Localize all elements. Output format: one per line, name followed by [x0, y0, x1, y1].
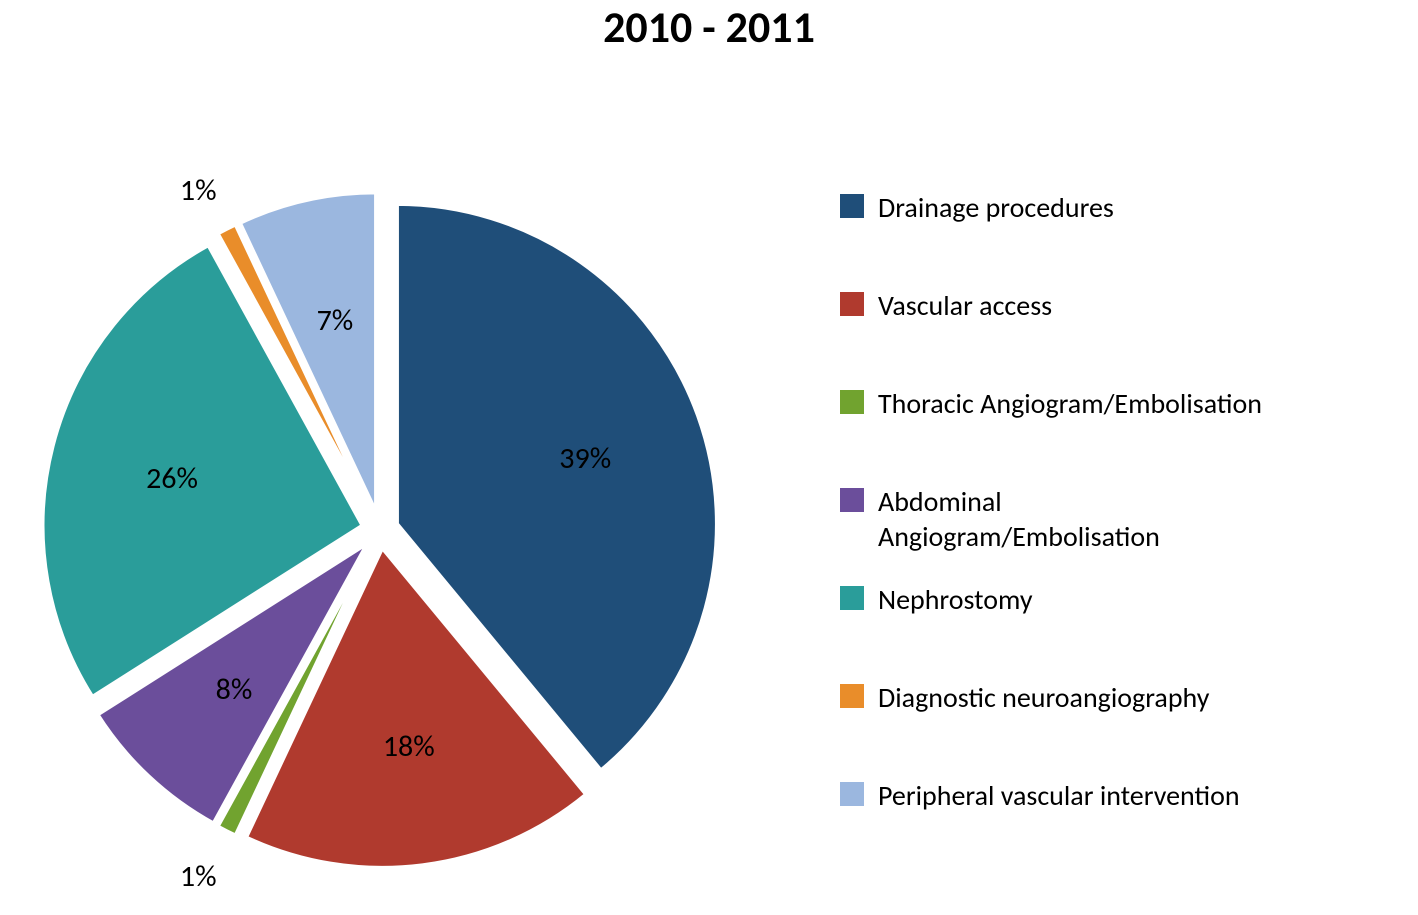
legend-label: Nephrostomy [878, 582, 1033, 617]
legend-swatch [840, 292, 864, 316]
legend-item: Vascular access [840, 288, 1262, 386]
pie-slice-label: 26% [146, 460, 198, 497]
legend-item: Abdominal Angiogram/Embolisation [840, 484, 1262, 582]
chart-root: 2010 - 2011 39%18%1%8%26%1%7% Drainage p… [0, 0, 1418, 915]
legend-swatch [840, 586, 864, 610]
legend: Drainage procedures Vascular access Thorac… [840, 190, 1262, 876]
pie-slice-label: 18% [383, 728, 435, 765]
legend-swatch [840, 782, 864, 806]
legend-item: Drainage procedures [840, 190, 1262, 288]
legend-item: Thoracic Angiogram/Embolisation [840, 386, 1262, 484]
legend-label: Peripheral vascular intervention [878, 778, 1240, 813]
legend-label: Drainage procedures [878, 190, 1114, 225]
legend-label: Diagnostic neuroangiography [878, 680, 1209, 715]
legend-swatch [840, 684, 864, 708]
legend-item: Peripheral vascular intervention [840, 778, 1262, 876]
pie-slice-label: 1% [180, 172, 217, 209]
pie-slice-label: 8% [216, 671, 253, 708]
pie-slice-label: 7% [317, 302, 354, 339]
legend-label: Abdominal Angiogram/Embolisation [878, 484, 1238, 554]
legend-item: Diagnostic neuroangiography [840, 680, 1262, 778]
legend-swatch [840, 194, 864, 218]
legend-label: Thoracic Angiogram/Embolisation [878, 386, 1262, 421]
pie-slice-label: 1% [180, 858, 217, 895]
legend-swatch [840, 390, 864, 414]
legend-swatch [840, 488, 864, 512]
legend-item: Nephrostomy [840, 582, 1262, 680]
legend-label: Vascular access [878, 288, 1052, 323]
pie-slice-label: 39% [559, 440, 611, 477]
